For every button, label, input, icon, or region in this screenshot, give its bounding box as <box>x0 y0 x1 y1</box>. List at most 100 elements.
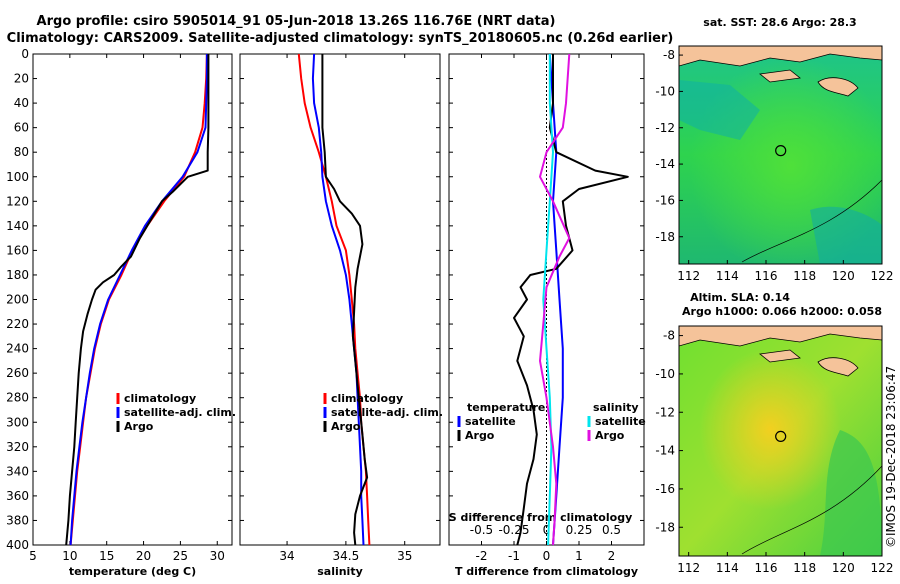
salinity-diff-tick-label: 0 <box>543 523 551 537</box>
sst_map-xtick-label: 122 <box>871 269 894 283</box>
depth-tick-label: 360 <box>6 489 29 503</box>
sla_map-ytick-label: -16 <box>655 482 675 496</box>
sst-map-frame <box>678 45 883 265</box>
sla_map-xtick-label: 112 <box>677 561 700 575</box>
sst_map-xtick-label: 120 <box>832 269 855 283</box>
depth-tick-label: 160 <box>6 243 29 257</box>
sla_map-xtick-label: 118 <box>793 561 816 575</box>
sla_map-xtick-label: 120 <box>832 561 855 575</box>
depth-tick-label: 260 <box>6 366 29 380</box>
salinity-xtick-label: 34 <box>279 549 294 563</box>
salinity-diff-tick-label: 0.5 <box>602 523 621 537</box>
depth-tick-label: 20 <box>14 72 29 86</box>
difference-xtick-label: -2 <box>476 549 488 563</box>
sla_map-xtick-label: 114 <box>716 561 739 575</box>
difference-xlabel: T difference from climatology <box>455 565 638 578</box>
salinity-panel: 34 34.5 35 salinity climatologysatellite-adj… <box>239 53 443 578</box>
legend-label-salinity: satellite <box>595 415 646 428</box>
sla-coast-australia <box>741 465 882 555</box>
legend-label-temperature: Argo <box>465 429 495 442</box>
salinity-xtick-label: 34.5 <box>333 549 360 563</box>
temperature-series-argo <box>65 54 210 546</box>
depth-tick-label: 100 <box>6 170 29 184</box>
temperature-axes-frame <box>32 53 233 546</box>
sla-land-java <box>679 326 882 347</box>
sst-land-sumba <box>817 77 859 97</box>
difference-series-s-satellite <box>542 54 554 546</box>
legend-title-salinity: salinity <box>593 401 639 414</box>
temperature-xtick-label: 20 <box>136 549 151 563</box>
salinity-series-satellite-adj-clim- <box>311 53 365 546</box>
difference-panel: -2 -1 0 1 2 T difference from climatology -0.5… <box>448 53 646 578</box>
legend-label-salinity: Argo <box>595 429 625 442</box>
sst-land-island <box>759 69 801 83</box>
sst_map-xtick-label: 116 <box>755 269 778 283</box>
sla-map-title-2: Argo h1000: 0.066 h2000: 0.058 <box>682 305 882 318</box>
sla_map-xtick-label: 122 <box>871 561 894 575</box>
depth-tick-label: 340 <box>6 464 29 478</box>
depth-tick-label: 200 <box>6 293 29 307</box>
legend-label-salinity: Argo <box>331 420 361 433</box>
difference-series-t-argo <box>513 54 629 546</box>
temperature-xtick-label: 5 <box>29 549 37 563</box>
depth-tick-label: 140 <box>6 219 29 233</box>
title-line-2: Climatology: CARS2009. Satellite-adjuste… <box>7 31 674 46</box>
sst_map-ytick-label: -8 <box>663 48 675 62</box>
depth-tick-label: 80 <box>14 145 29 159</box>
difference-xtick-label: 1 <box>575 549 583 563</box>
sst_map-xtick-label: 118 <box>793 269 816 283</box>
depth-tick-label: 60 <box>14 121 29 135</box>
salinity-diff-tick-label: -0.5 <box>470 523 493 537</box>
depth-tick-label: 120 <box>6 194 29 208</box>
legend-label-temperature: Argo <box>124 420 154 433</box>
sst_map-ytick-label: -12 <box>655 121 675 135</box>
sla-map-title-1: Altim. SLA: 0.14 <box>690 291 790 304</box>
sla-land-island <box>759 349 801 363</box>
sst-cool-patch <box>679 80 760 140</box>
legend-label-salinity: climatology <box>331 392 403 405</box>
temperature-panel: 0 20 40 60 80 100 120 140 160 180 200 220 240 260 280 3… <box>6 47 236 578</box>
sla_map-ytick-label: -12 <box>655 405 675 419</box>
depth-tick-label: 300 <box>6 415 29 429</box>
sst_map-ytick-label: -16 <box>655 193 675 207</box>
sst_map-ytick-label: -18 <box>655 230 675 244</box>
depth-tick-label: 180 <box>6 268 29 282</box>
sst_map-ytick-label: -10 <box>655 84 675 98</box>
argo-location-marker <box>775 430 787 442</box>
salinity-series-argo <box>321 54 369 546</box>
depth-tick-label: 320 <box>6 440 29 454</box>
argo-location-marker <box>775 145 787 157</box>
sla_map-xtick-label: 116 <box>755 561 778 575</box>
sla-low-area <box>820 430 882 556</box>
salinity-xtick-label: 35 <box>397 549 412 563</box>
temperature-xtick-label: 30 <box>210 549 225 563</box>
salinity-xlabel: salinity <box>317 565 363 578</box>
sst_map-xtick-label: 114 <box>716 269 739 283</box>
salinity-diff-tick-label: -0.25 <box>498 523 529 537</box>
difference-series-s-argo <box>539 53 571 546</box>
sla_map-ytick-label: -8 <box>663 329 675 343</box>
sst-map: 112 114 116 118 120 122 -8 -10 -12 -14 -16 -18 <box>655 45 894 283</box>
legend-label-salinity: satellite-adj. clim. <box>331 406 443 419</box>
depth-tick-label: 0 <box>21 47 29 61</box>
sst_map-xtick-label: 112 <box>677 269 700 283</box>
temperature-xtick-label: 25 <box>173 549 188 563</box>
sst-map-title: sat. SST: 28.6 Argo: 28.3 <box>703 16 856 29</box>
sla_map-ytick-label: -10 <box>655 367 675 381</box>
depth-tick-label: 380 <box>6 513 29 527</box>
sst-coast-australia <box>741 179 882 263</box>
difference-xtick-label: 2 <box>608 549 616 563</box>
salinity-diff-tick-label: 0.25 <box>566 523 593 537</box>
depth-tick-label: 40 <box>14 96 29 110</box>
sla_map-ytick-label: -14 <box>655 444 675 458</box>
difference-xtick-label: 0 <box>543 549 551 563</box>
depth-tick-label: 220 <box>6 317 29 331</box>
sla_map-ytick-label: -18 <box>655 520 675 534</box>
sla-map-frame <box>678 325 883 557</box>
temperature-xtick-label: 15 <box>99 549 114 563</box>
difference-xtick-label: -1 <box>508 549 520 563</box>
imos-watermark: ©IMOS 19-Dec-2018 23:06:47 <box>884 366 898 548</box>
sla-map: 112 114 116 118 120 122 -8 -10 -12 -14 -16 -18 <box>655 325 894 575</box>
legend-label-temperature: satellite <box>465 415 516 428</box>
